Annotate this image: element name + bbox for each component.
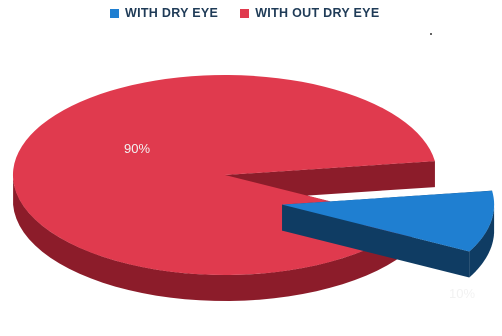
stray-dot <box>430 33 432 35</box>
legend-item-with-dry-eye: WITH DRY EYE <box>110 6 218 20</box>
legend-label-without-dry-eye: WITH OUT DRY EYE <box>255 6 380 20</box>
pie-side-with-dry-eye <box>469 204 495 278</box>
data-label-with-out-dry-eye: 90% <box>124 141 150 156</box>
pie-slice-with-dry-eye <box>282 190 495 252</box>
legend-label-with-dry-eye: WITH DRY EYE <box>125 6 219 20</box>
pie-side-with-out-dry-eye <box>13 178 413 301</box>
legend-swatch-without-dry-eye <box>240 8 250 18</box>
legend-swatch-with-dry-eye <box>110 8 119 18</box>
data-label-with-dry-eye: 10% <box>449 286 475 301</box>
pie-cut-end-with-dry-eye <box>282 204 470 278</box>
legend-item-without-dry-eye: WITH OUT DRY EYE <box>240 6 379 20</box>
chart-legend: WITH DRY EYE WITH OUT DRY EYE <box>110 6 379 20</box>
